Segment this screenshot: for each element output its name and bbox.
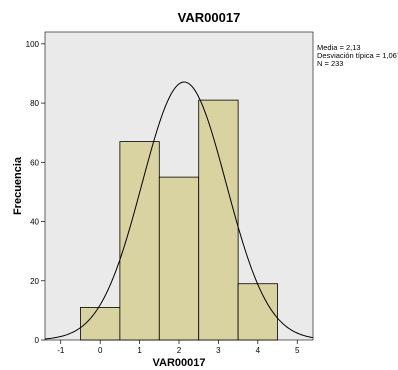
y-axis-title: Frecuencia bbox=[12, 156, 24, 215]
x-axis-title: VAR00017 bbox=[153, 357, 206, 369]
stats-mean: Media = 2,13 bbox=[317, 43, 361, 52]
y-tick-label: 60 bbox=[30, 158, 39, 167]
stats-legend: Media = 2,13 Desviación típica = 1,067 N… bbox=[317, 43, 398, 68]
histogram-bar bbox=[158, 176, 200, 341]
x-tick-label: 2 bbox=[177, 346, 182, 355]
x-tick-label: 0 bbox=[98, 346, 103, 355]
x-tick-label: 5 bbox=[295, 346, 300, 355]
histogram-bar bbox=[237, 283, 278, 341]
y-axis: 0 20 40 60 80 100 bbox=[26, 40, 45, 345]
histogram-bar bbox=[198, 99, 239, 341]
y-tick-label: 100 bbox=[26, 40, 40, 49]
y-tick-label: 80 bbox=[30, 99, 39, 108]
x-tick-label: 4 bbox=[256, 346, 261, 355]
stats-std-dev: Desviación típica = 1,067 bbox=[317, 51, 398, 60]
x-axis: -1 0 1 2 3 4 5 bbox=[57, 340, 300, 355]
x-tick-label: -1 bbox=[57, 346, 65, 355]
y-tick-label: 20 bbox=[30, 277, 39, 286]
y-tick-label: 40 bbox=[30, 218, 39, 227]
bars-group bbox=[80, 99, 278, 341]
stats-n: N = 233 bbox=[317, 59, 343, 68]
x-tick-label: 1 bbox=[137, 346, 142, 355]
normal-curve-line bbox=[44, 81, 314, 340]
x-tick-label: 3 bbox=[216, 346, 221, 355]
y-tick-label: 0 bbox=[35, 336, 40, 345]
chart-title: VAR00017 bbox=[178, 10, 241, 25]
histogram-bar bbox=[80, 307, 121, 341]
